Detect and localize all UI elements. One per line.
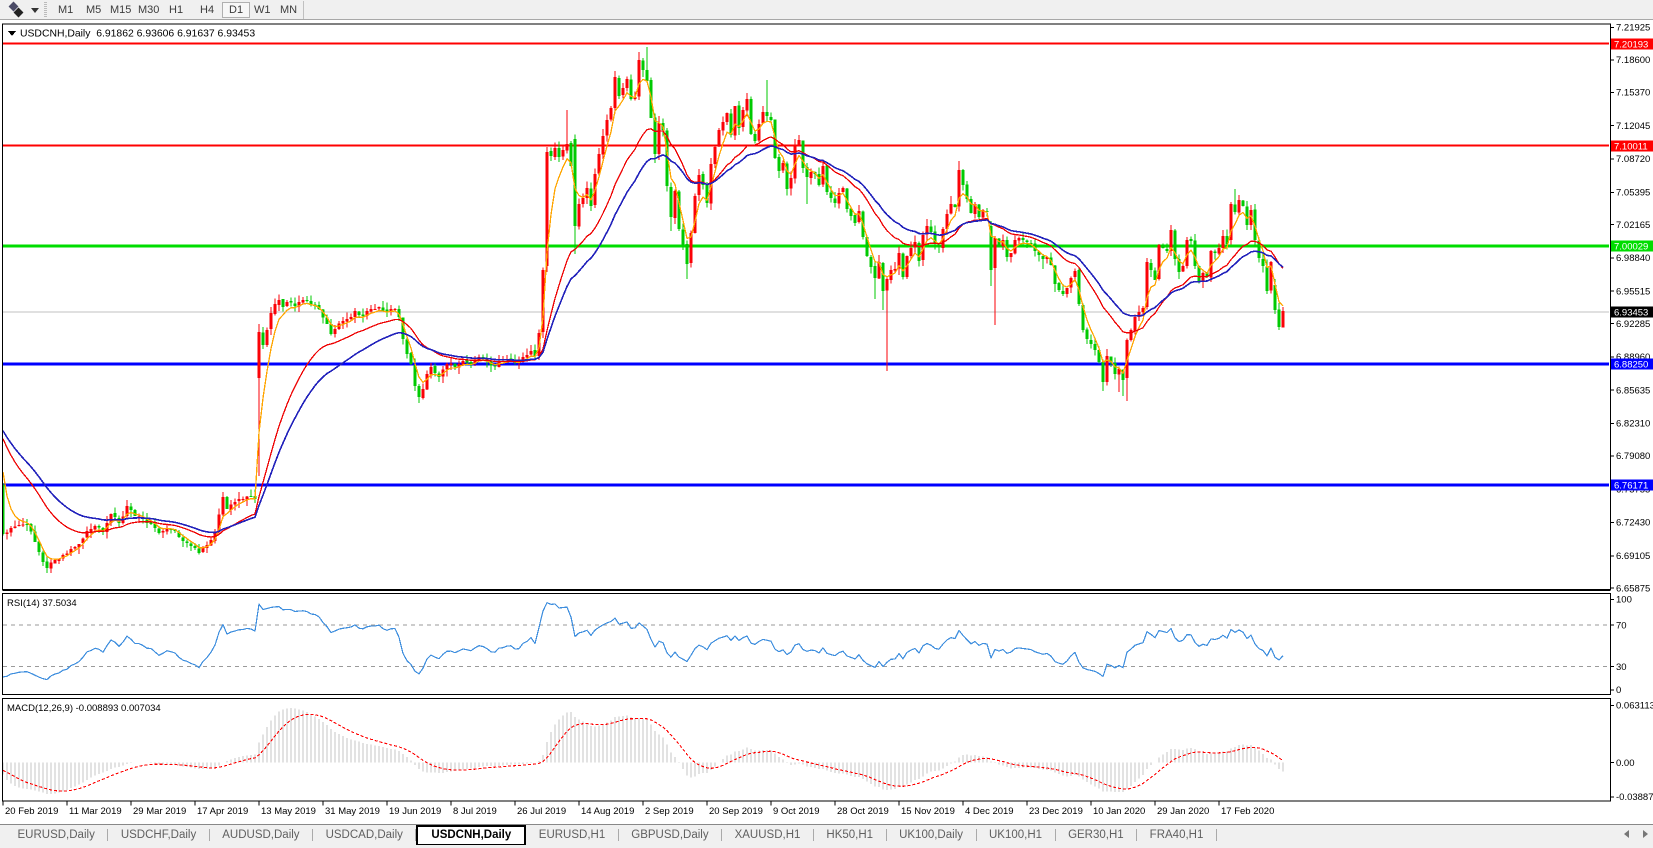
svg-text:23 Dec 2019: 23 Dec 2019 — [1029, 806, 1083, 817]
svg-text:100: 100 — [1616, 595, 1632, 606]
svg-text:6.88250: 6.88250 — [1614, 359, 1648, 370]
svg-text:0.00: 0.00 — [1616, 758, 1635, 769]
svg-text:7.18600: 7.18600 — [1616, 55, 1650, 66]
svg-text:0.063113: 0.063113 — [1616, 701, 1653, 712]
svg-text:19 Jun 2019: 19 Jun 2019 — [389, 806, 441, 817]
svg-text:6.82310: 6.82310 — [1616, 419, 1650, 430]
svg-text:6.76171: 6.76171 — [1614, 480, 1648, 491]
svg-text:26 Jul 2019: 26 Jul 2019 — [517, 806, 566, 817]
svg-text:MACD(12,26,9) -0.008893 0.0070: MACD(12,26,9) -0.008893 0.007034 — [7, 703, 161, 714]
svg-text:6.85635: 6.85635 — [1616, 385, 1650, 396]
svg-text:6.88960: 6.88960 — [1616, 352, 1650, 363]
svg-text:7.12045: 7.12045 — [1616, 121, 1650, 132]
svg-text:0: 0 — [1616, 685, 1621, 696]
svg-text:14 Aug 2019: 14 Aug 2019 — [581, 806, 634, 817]
svg-text:11 Mar 2019: 11 Mar 2019 — [69, 806, 122, 817]
svg-text:13 May 2019: 13 May 2019 — [261, 806, 316, 817]
svg-text:10 Jan 2020: 10 Jan 2020 — [1093, 806, 1145, 817]
svg-text:17 Apr 2019: 17 Apr 2019 — [197, 806, 248, 817]
svg-text:8 Jul 2019: 8 Jul 2019 — [453, 806, 497, 817]
svg-text:70: 70 — [1616, 620, 1627, 631]
svg-text:6.79080: 6.79080 — [1616, 451, 1650, 462]
svg-text:6.95515: 6.95515 — [1616, 286, 1650, 297]
svg-text:29 Jan 2020: 29 Jan 2020 — [1157, 806, 1209, 817]
svg-text:20 Sep 2019: 20 Sep 2019 — [709, 806, 763, 817]
svg-text:30: 30 — [1616, 662, 1627, 673]
svg-text:2 Sep 2019: 2 Sep 2019 — [645, 806, 694, 817]
svg-text:4 Dec 2019: 4 Dec 2019 — [965, 806, 1014, 817]
svg-text:7.10011: 7.10011 — [1614, 141, 1648, 152]
svg-text:6.93453: 6.93453 — [1614, 307, 1648, 318]
svg-text:USDCNH,Daily 6.91862 6.93606: USDCNH,Daily 6.91862 6.93606 6.91637 6.9… — [20, 29, 255, 40]
svg-text:RSI(14) 37.5034: RSI(14) 37.5034 — [7, 598, 77, 609]
svg-text:7.05395: 7.05395 — [1616, 188, 1650, 199]
svg-text:6.92285: 6.92285 — [1616, 319, 1650, 330]
svg-text:7.00029: 7.00029 — [1614, 241, 1648, 252]
svg-text:6.72430: 6.72430 — [1616, 518, 1650, 529]
svg-text:7.02165: 7.02165 — [1616, 220, 1650, 231]
svg-text:29 Mar 2019: 29 Mar 2019 — [133, 806, 186, 817]
svg-text:15 Nov 2019: 15 Nov 2019 — [901, 806, 955, 817]
svg-text:6.98840: 6.98840 — [1616, 253, 1650, 264]
svg-text:20 Feb 2019: 20 Feb 2019 — [5, 806, 58, 817]
svg-text:9 Oct 2019: 9 Oct 2019 — [773, 806, 819, 817]
svg-text:6.65875: 6.65875 — [1616, 583, 1650, 594]
svg-text:7.21925: 7.21925 — [1616, 23, 1650, 34]
svg-text:17 Feb 2020: 17 Feb 2020 — [1221, 806, 1274, 817]
svg-text:7.20193: 7.20193 — [1614, 39, 1648, 50]
svg-text:6.69105: 6.69105 — [1616, 551, 1650, 562]
svg-text:28 Oct 2019: 28 Oct 2019 — [837, 806, 889, 817]
svg-text:7.15370: 7.15370 — [1616, 88, 1650, 99]
svg-text:7.08720: 7.08720 — [1616, 154, 1650, 165]
svg-text:31 May 2019: 31 May 2019 — [325, 806, 380, 817]
